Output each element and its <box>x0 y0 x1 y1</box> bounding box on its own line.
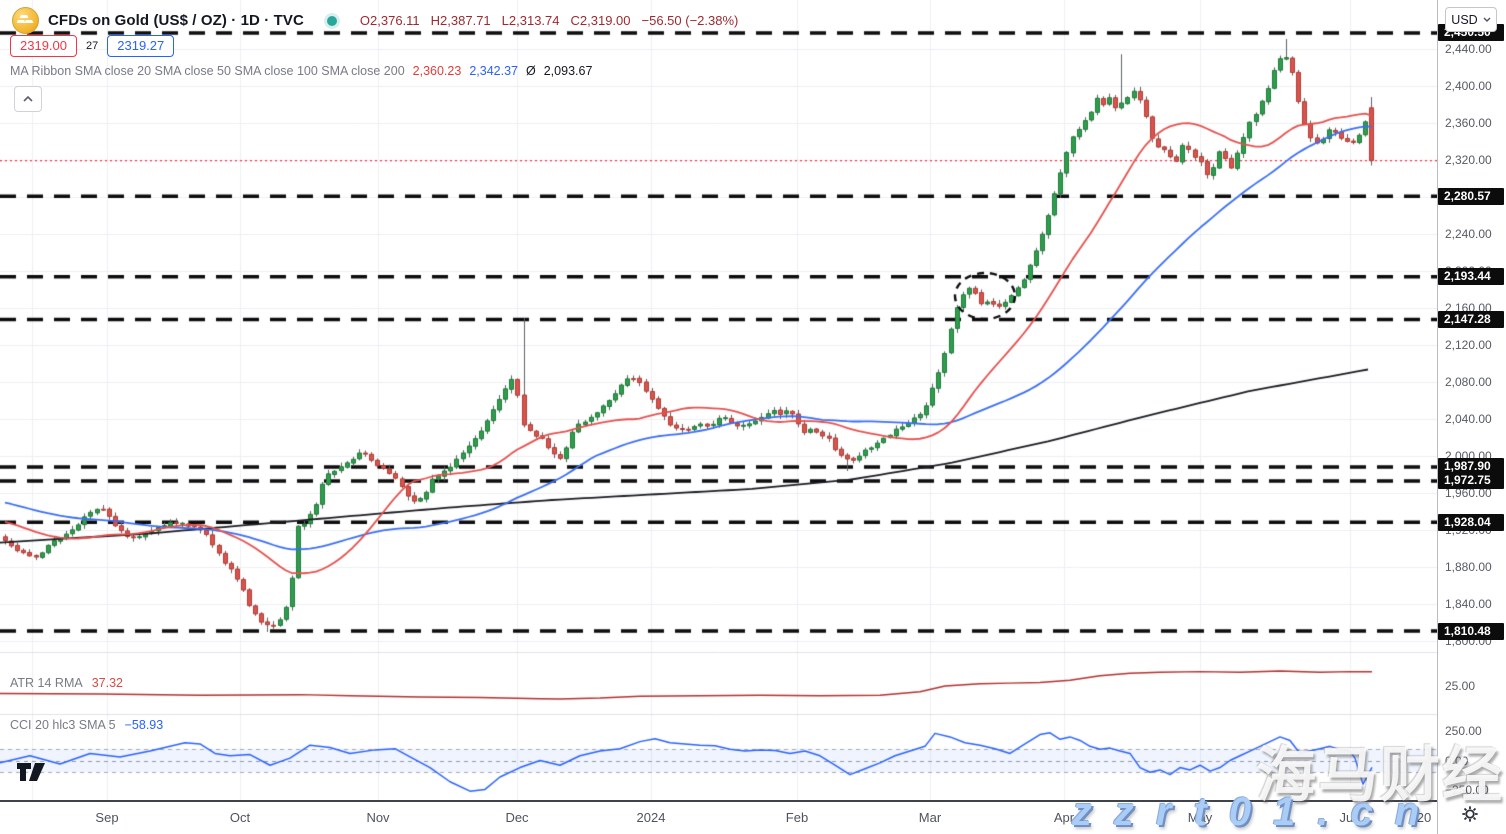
ma-ribbon-sma200-value: 2,093.67 <box>543 64 593 78</box>
price-tick: 1,880.00 <box>1445 559 1492 574</box>
time-axis[interactable]: Sep Oct Nov Dec 2024 Feb Mar Apr May Jun 20 <box>0 800 1506 834</box>
price-level-badge: 1,928.04 <box>1438 514 1504 531</box>
price-tick: 2,400.00 <box>1445 78 1492 93</box>
market-status-icon[interactable] <box>326 15 337 26</box>
symbol-title[interactable]: CFDs on Gold (US$ / OZ) · 1D · TVC <box>48 12 304 29</box>
atr-label[interactable]: ATR 14 RMA <box>10 676 83 690</box>
cci-label[interactable]: CCI 20 hlc3 SMA 5 <box>10 718 116 732</box>
price-tick: 2,320.00 <box>1445 152 1492 167</box>
time-label: Jun <box>1339 810 1361 825</box>
cci-value: −58.93 <box>124 718 164 732</box>
price-tick: 2,360.00 <box>1445 115 1492 130</box>
price-tick: 2,040.00 <box>1445 411 1492 426</box>
price-tick: 1,960.00 <box>1445 485 1492 500</box>
ohlc-open: O2,376.11 <box>359 13 420 28</box>
chevron-up-icon <box>23 96 33 102</box>
time-label: Dec <box>505 810 529 825</box>
ma-ribbon-sma100-value: Ø <box>526 64 536 78</box>
price-level-badge: 2,280.57 <box>1438 188 1504 205</box>
ma-ribbon-legend: MA Ribbon SMA close 20 SMA close 50 SMA … <box>10 64 592 78</box>
atr-value: 37.32 <box>91 676 123 690</box>
spread-value: 27 <box>86 40 99 52</box>
indicator-axis-tick: 250.00 <box>1445 724 1482 738</box>
time-label: Sep <box>95 810 119 825</box>
sell-button[interactable]: 2319.00 <box>10 35 77 57</box>
currency-dropdown[interactable]: USD <box>1445 7 1497 32</box>
price-tick: 2,240.00 <box>1445 226 1492 241</box>
price-tick: 2,440.00 <box>1445 41 1492 56</box>
time-label: 2024 <box>636 810 666 825</box>
ohlc-change: −56.50 (−2.38%) <box>641 13 739 28</box>
gold-coin-icon <box>12 7 39 34</box>
ohlc-high: H2,387.71 <box>430 13 491 28</box>
bid-ask-widget: 2319.00 27 2319.27 <box>10 35 175 57</box>
time-label: Mar <box>918 810 942 825</box>
time-label: May <box>1187 810 1213 825</box>
chevron-down-icon <box>1483 17 1491 22</box>
time-label: 20 <box>1416 810 1432 825</box>
ma-ribbon-sma50-value: 2,342.37 <box>469 64 518 78</box>
ma-ribbon-sma20-value: 2,360.23 <box>412 64 462 78</box>
price-tick: 2,080.00 <box>1445 374 1492 389</box>
collapse-legend-button[interactable] <box>14 86 42 112</box>
price-tick: 2,120.00 <box>1445 337 1492 352</box>
tradingview-logo[interactable] <box>16 762 50 782</box>
price-level-badge: 2,147.28 <box>1438 311 1504 328</box>
ma-ribbon-label[interactable]: MA Ribbon SMA close 20 SMA close 50 SMA … <box>10 64 405 78</box>
time-label: Apr <box>1053 810 1075 825</box>
time-label: Oct <box>229 810 251 825</box>
symbol-legend: CFDs on Gold (US$ / OZ) · 1D · TVC O2,37… <box>12 7 738 34</box>
ohlc-close: C2,319.00 <box>570 13 631 28</box>
atr-legend: ATR 14 RMA 37.32 <box>10 676 123 690</box>
price-level-badge: 1,972.75 <box>1438 472 1504 489</box>
price-level-badge: 1,987.90 <box>1438 458 1504 475</box>
ohlc-readout: O2,376.11 H2,387.71 L2,313.74 C2,319.00 … <box>360 13 738 28</box>
ohlc-low: L2,313.74 <box>501 13 560 28</box>
cci-legend: CCI 20 hlc3 SMA 5 −58.93 <box>10 718 163 732</box>
price-level-badge: 1,810.48 <box>1438 623 1504 640</box>
chart-canvas[interactable] <box>0 0 1437 800</box>
gear-icon[interactable] <box>1459 803 1481 825</box>
price-level-badge: 2,193.44 <box>1438 268 1504 285</box>
price-tick: 1,840.00 <box>1445 596 1492 611</box>
indicator-axis-tick: 25.00 <box>1445 679 1476 693</box>
time-label: Feb <box>785 810 809 825</box>
indicator-axis-tick: −250.00 <box>1445 783 1489 797</box>
price-axis[interactable]: USD 2,440.00 2,400.00 2,360.00 2,320.00 2,28… <box>1437 0 1506 834</box>
currency-label: USD <box>1451 12 1478 27</box>
indicator-axis-tick: 0.00 <box>1445 753 1469 768</box>
time-label: Nov <box>366 810 390 825</box>
buy-button[interactable]: 2319.27 <box>107 35 175 57</box>
